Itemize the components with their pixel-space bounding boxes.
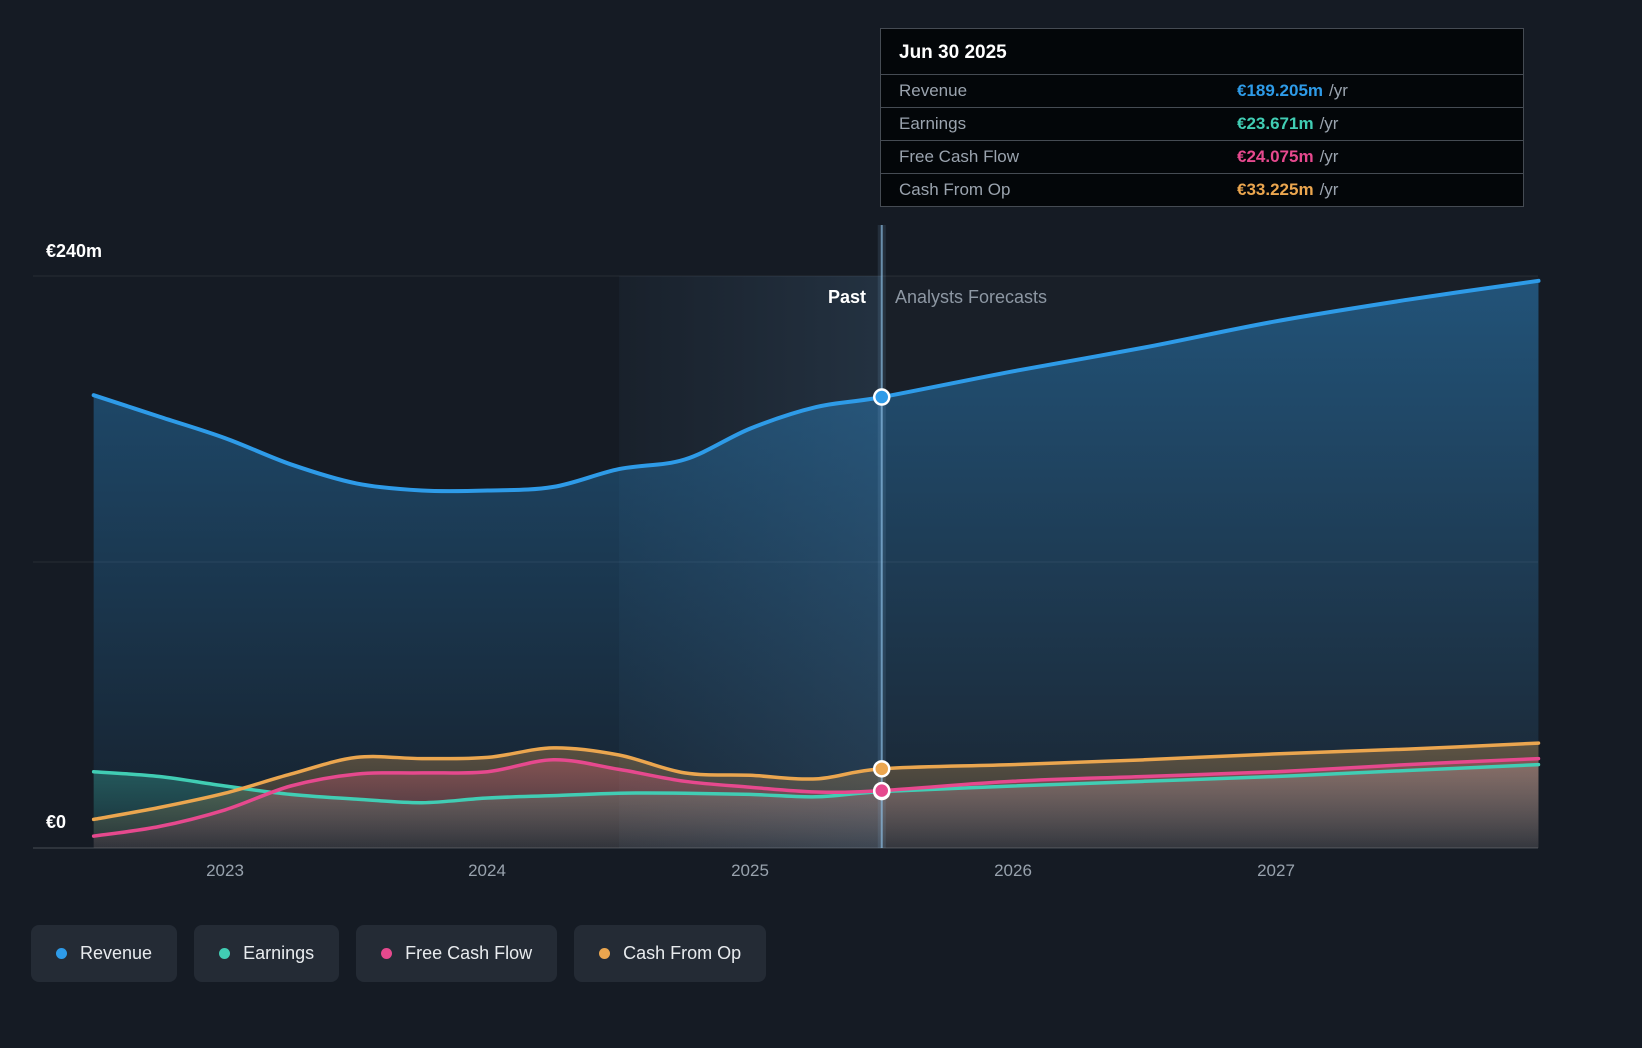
- legend-item-cash-from-op[interactable]: Cash From Op: [574, 925, 767, 982]
- x-tick-2026: 2026: [994, 861, 1032, 880]
- earnings-dot-icon: [219, 948, 231, 959]
- legend-label: Cash From Op: [623, 943, 742, 963]
- tooltip-row-revenue: Revenue €189.205m /yr: [881, 75, 1523, 107]
- marker-revenue: [873, 388, 891, 406]
- legend-label: Revenue: [80, 943, 153, 963]
- line-revenue: [91, 278, 1541, 494]
- line-cash-from-op: [91, 741, 1541, 822]
- free-cash-flow-dot-icon: [381, 948, 393, 959]
- tooltip-value: €24.075m: [1237, 147, 1314, 166]
- past-label: Past: [827, 287, 866, 307]
- revenue-dot-icon: [56, 948, 67, 959]
- marker-free-cash-flow: [873, 781, 891, 800]
- tooltip-row-free-cash-flow: Free Cash Flow €24.075m /yr: [881, 140, 1523, 173]
- tooltip-date: Jun 30 2025: [881, 29, 1523, 75]
- chart-legend: Revenue Earnings Free Cash Flow Cash Fro…: [31, 925, 767, 982]
- legend-label: Free Cash Flow: [405, 943, 533, 963]
- cash-from-op-dot-icon: [599, 948, 611, 959]
- line-earnings: [91, 762, 1541, 805]
- tooltip-label: Revenue: [899, 81, 968, 100]
- legend-item-revenue[interactable]: Revenue: [31, 925, 178, 982]
- tooltip-value: €33.225m: [1237, 180, 1314, 199]
- tooltip-value: €189.205m: [1237, 81, 1324, 100]
- area-revenue: [93, 280, 1539, 848]
- legend-item-earnings[interactable]: Earnings: [194, 925, 340, 982]
- legend-label: Earnings: [243, 943, 315, 963]
- x-tick-2025: 2025: [731, 861, 769, 880]
- tooltip-suffix: /yr: [1319, 114, 1339, 133]
- y-axis-label-max: €240m: [46, 241, 103, 261]
- x-tick-2024: 2024: [468, 861, 506, 880]
- x-tick-2027: 2027: [1257, 861, 1295, 880]
- tooltip-value: €23.671m: [1237, 114, 1314, 133]
- tooltip-label: Free Cash Flow: [899, 147, 1019, 166]
- line-free-cash-flow: [91, 756, 1541, 838]
- tooltip-row-earnings: Earnings €23.671m /yr: [881, 107, 1523, 140]
- tooltip-row-cash-from-op: Cash From Op €33.225m /yr: [881, 173, 1523, 206]
- tooltip-suffix: /yr: [1319, 147, 1339, 166]
- legend-item-free-cash-flow[interactable]: Free Cash Flow: [356, 925, 558, 982]
- tooltip-suffix: /yr: [1329, 81, 1348, 100]
- tooltip-label: Cash From Op: [899, 180, 1011, 199]
- hover-tooltip: Jun 30 2025 Revenue €189.205m /yr Earnin…: [880, 28, 1524, 207]
- x-tick-2023: 2023: [206, 861, 244, 880]
- tooltip-label: Earnings: [899, 114, 967, 133]
- marker-cash-from-op: [873, 760, 891, 778]
- y-axis-label-zero: €0: [46, 812, 67, 832]
- forecast-label: Analysts Forecasts: [895, 287, 1048, 307]
- tooltip-suffix: /yr: [1319, 180, 1339, 199]
